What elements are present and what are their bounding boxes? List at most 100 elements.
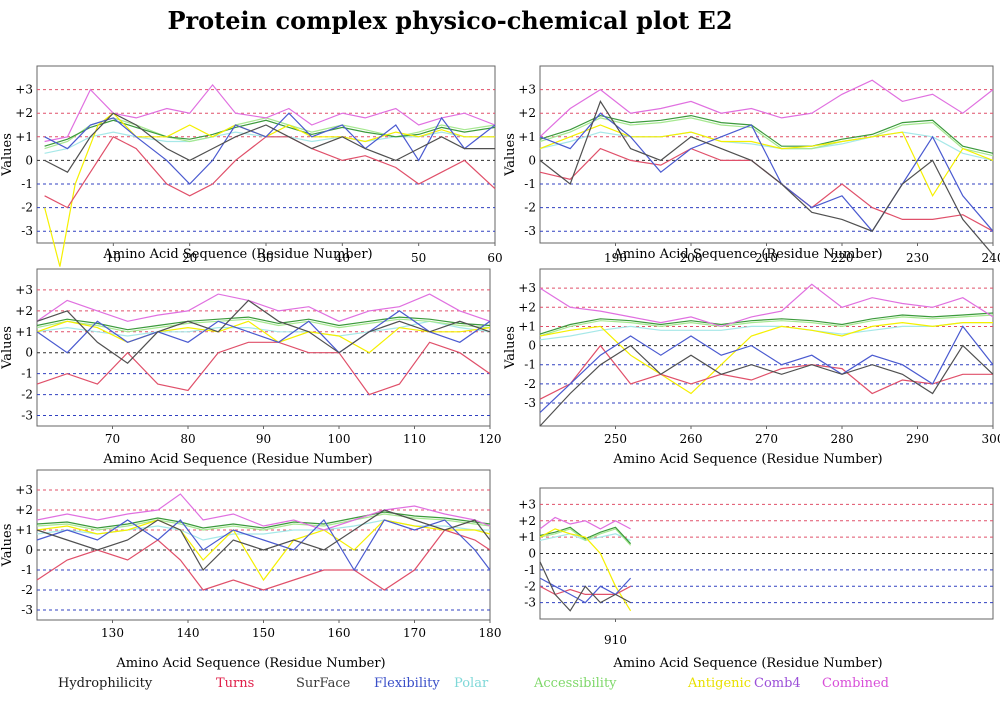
y-tick-label: 0 xyxy=(25,346,33,360)
x-tick-label: 100 xyxy=(328,432,351,446)
y-tick-label: +1 xyxy=(518,130,536,144)
series-line-combined xyxy=(36,493,491,531)
series-line-accessibility xyxy=(539,314,994,337)
y-tick-label: +3 xyxy=(15,83,33,97)
series-line-surface xyxy=(36,299,491,364)
x-axis-label: Amino Acid Sequence (Residue Number) xyxy=(612,452,882,467)
y-tick-label: -1 xyxy=(524,358,536,372)
series-line-combined xyxy=(539,516,631,530)
y-tick-label: -2 xyxy=(524,377,536,391)
plot-frame xyxy=(36,469,491,621)
legend-antigenic: Antigenic xyxy=(688,676,751,691)
y-axis-label: Values xyxy=(0,133,15,177)
y-tick-label: -1 xyxy=(21,177,33,191)
x-tick-label: 180 xyxy=(479,626,502,640)
y-tick-label: -1 xyxy=(21,367,33,381)
y-tick-label: -3 xyxy=(21,603,33,617)
x-tick-label: 80 xyxy=(180,432,195,446)
series-line-turns xyxy=(36,529,491,591)
x-tick-label: 150 xyxy=(252,626,275,640)
y-tick-label: +2 xyxy=(518,514,536,528)
legend-accessibility: Accessibility xyxy=(534,676,617,691)
x-tick-label: 20 xyxy=(182,251,197,265)
y-tick-label: -2 xyxy=(21,201,33,215)
series-line-hydrophilicity xyxy=(36,511,491,529)
x-tick-label: 290 xyxy=(906,432,929,446)
x-tick-label: 910 xyxy=(604,633,627,647)
y-tick-label: -3 xyxy=(21,409,33,423)
y-tick-label: +2 xyxy=(15,304,33,318)
y-tick-label: -3 xyxy=(21,224,33,238)
y-tick-label: 0 xyxy=(25,153,33,167)
chart-title: Protein complex physico-chemical plot E2 xyxy=(167,6,733,35)
x-tick-label: 30 xyxy=(258,251,273,265)
series-line-polar xyxy=(539,131,994,161)
chart-panel-2: +3 +2 +1 0 -1 -2 -3 190 200 210 220 230 240 Values Ami… xyxy=(503,65,1000,265)
x-tick-label: 10 xyxy=(106,251,121,265)
legend: Hydrophilicity Turns SurFace Flexibility… xyxy=(0,676,1000,696)
series-line-turns xyxy=(539,344,993,400)
series-line-flexibility xyxy=(36,310,491,354)
y-tick-label: -1 xyxy=(21,563,33,577)
y-tick-label: +3 xyxy=(518,83,536,97)
series-line-combined xyxy=(36,293,491,322)
y-tick-label: +2 xyxy=(15,503,33,517)
x-tick-label: 130 xyxy=(101,626,124,640)
x-tick-label: 190 xyxy=(604,251,627,265)
y-tick-label: +3 xyxy=(518,281,536,295)
x-tick-label: 260 xyxy=(680,432,703,446)
x-tick-label: 220 xyxy=(831,251,854,265)
chart-panel-4: +3 +2 +1 0 -1 -2 -3 250 260 270 280 290 300 Values Ami… xyxy=(503,268,1000,467)
series-line-hydrophilicity xyxy=(539,526,632,545)
y-tick-label: +2 xyxy=(518,300,536,314)
series-line-surface xyxy=(539,344,994,427)
series-line-combined xyxy=(539,79,994,138)
x-tick-label: 70 xyxy=(105,432,120,446)
series-line-turns xyxy=(36,341,491,396)
series-line-accessibility xyxy=(539,528,632,546)
y-tick-label: +2 xyxy=(15,106,33,120)
series-line-turns xyxy=(44,136,496,209)
series-line-surface xyxy=(36,509,491,571)
plot-frame xyxy=(539,268,994,427)
chart-panel-5: +3 +2 +1 0 -1 -2 -3 130 140 150 160 170 180 Values Ami… xyxy=(0,469,502,671)
y-tick-label: +3 xyxy=(518,497,536,511)
series-line-hydrophilicity xyxy=(44,119,496,147)
series-line-polar xyxy=(36,320,491,337)
series-line-flexibility xyxy=(36,519,491,572)
y-tick-label: -3 xyxy=(524,396,536,410)
y-tick-label: +3 xyxy=(15,483,33,497)
series-line-accessibility xyxy=(539,117,994,157)
y-tick-label: +1 xyxy=(15,325,33,339)
x-tick-label: 280 xyxy=(831,432,854,446)
legend-flexibility: Flexibility xyxy=(374,676,440,691)
x-axis-label: Amino Acid Sequence (Residue Number) xyxy=(115,656,385,671)
series-line-surface xyxy=(539,561,631,612)
x-tick-label: 50 xyxy=(411,251,426,265)
x-axis-label: Amino Acid Sequence (Residue Number) xyxy=(102,247,372,262)
y-tick-label: -2 xyxy=(21,388,33,402)
x-tick-label: 60 xyxy=(487,251,502,265)
series-line-hydrophilicity xyxy=(539,312,994,335)
y-tick-label: 0 xyxy=(25,543,33,557)
y-axis-label: Values xyxy=(503,326,518,370)
legend-comb4: Comb4 xyxy=(754,676,801,691)
legend-turns: Turns xyxy=(216,676,255,691)
x-tick-label: 250 xyxy=(604,432,627,446)
series-line-antigenic xyxy=(539,528,632,612)
legend-combined: Combined xyxy=(822,676,889,691)
y-tick-label: -2 xyxy=(524,201,536,215)
y-tick-label: -3 xyxy=(524,224,536,238)
x-axis-label: Amino Acid Sequence (Residue Number) xyxy=(612,247,882,262)
y-tick-label: 0 xyxy=(528,153,536,167)
x-tick-label: 300 xyxy=(982,432,1000,446)
legend-surface: SurFace xyxy=(296,676,351,691)
y-tick-label: -1 xyxy=(524,563,536,577)
x-tick-label: 270 xyxy=(755,432,778,446)
series-line-antigenic xyxy=(36,320,491,354)
y-tick-label: +3 xyxy=(15,283,33,297)
y-axis-label: Values xyxy=(0,326,15,370)
y-tick-label: +2 xyxy=(518,106,536,120)
plot-frame xyxy=(36,65,496,244)
series-line-flexibility xyxy=(539,325,994,414)
